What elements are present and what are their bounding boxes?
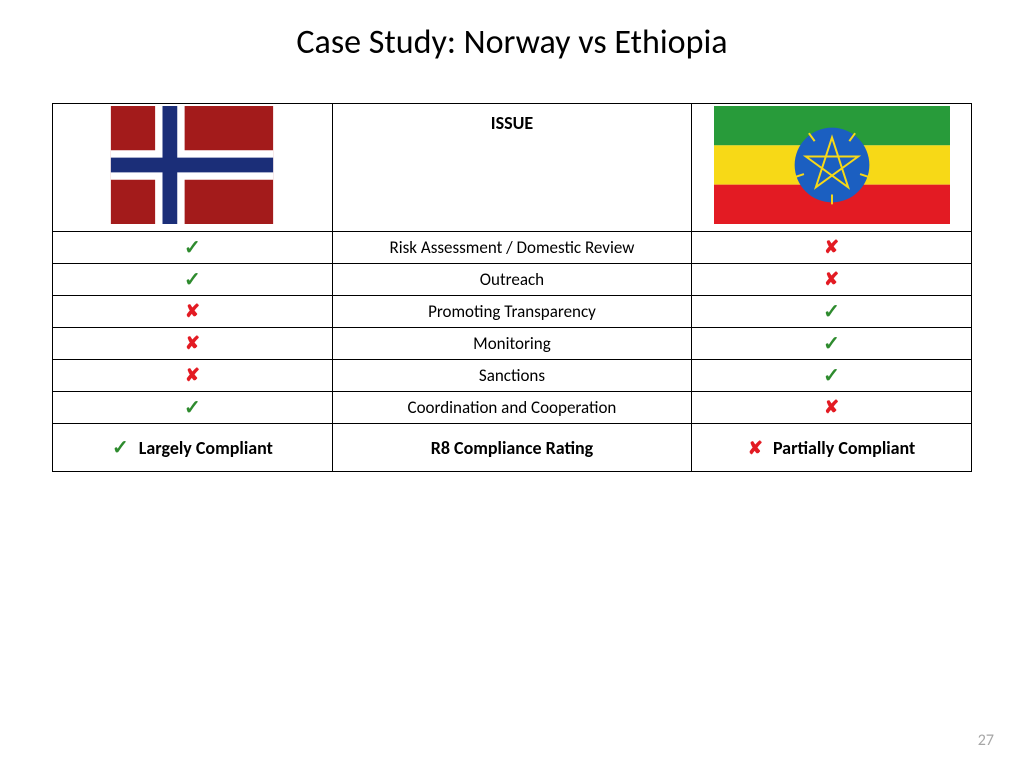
ethiopia-rating-cell: ✘ Partially Compliant <box>692 424 972 472</box>
issue-cell: Outreach <box>332 264 691 296</box>
ethiopia-mark-cell: ✓ <box>692 296 972 328</box>
table-row: ✓ Coordination and Cooperation ✘ <box>53 392 972 424</box>
ethiopia-mark-cell: ✘ <box>692 264 972 296</box>
norway-flag-cell <box>53 104 333 232</box>
ethiopia-mark-cell: ✘ <box>692 232 972 264</box>
table-row: ✘ Promoting Transparency ✓ <box>53 296 972 328</box>
table-row: ✓ Outreach ✘ <box>53 264 972 296</box>
ethiopia-mark-cell: ✓ <box>692 328 972 360</box>
norway-mark-cell: ✘ <box>53 328 333 360</box>
table-footer-row: ✓ Largely Compliant R8 Compliance Rating… <box>53 424 972 472</box>
cross-icon: ✘ <box>824 269 839 289</box>
table-row: ✘ Monitoring ✓ <box>53 328 972 360</box>
rating-label-cell: R8 Compliance Rating <box>332 424 691 472</box>
page-number: 27 <box>978 731 994 750</box>
cross-icon: ✘ <box>824 397 839 417</box>
page-title: Case Study: Norway vs Ethiopia <box>0 0 1024 73</box>
issue-cell: Sanctions <box>332 360 691 392</box>
ethiopia-mark-cell: ✓ <box>692 360 972 392</box>
norway-mark-cell: ✓ <box>53 264 333 296</box>
cross-icon: ✘ <box>185 301 200 321</box>
check-icon: ✓ <box>184 269 201 291</box>
comparison-table: ISSUE ✓ Risk Assessment / Domestic Review… <box>52 103 972 472</box>
issue-cell: Promoting Transparency <box>332 296 691 328</box>
norway-rating-label: Largely Compliant <box>139 437 273 459</box>
table-header-row: ISSUE <box>53 104 972 232</box>
cross-icon: ✘ <box>185 365 200 385</box>
issue-cell: Coordination and Cooperation <box>332 392 691 424</box>
norway-mark-cell: ✘ <box>53 296 333 328</box>
norway-flag-icon <box>82 106 302 224</box>
table-row: ✘ Sanctions ✓ <box>53 360 972 392</box>
ethiopia-flag-cell <box>692 104 972 232</box>
check-icon: ✓ <box>823 365 840 387</box>
table-row: ✓ Risk Assessment / Domestic Review ✘ <box>53 232 972 264</box>
check-icon: ✓ <box>823 333 840 355</box>
issue-cell: Risk Assessment / Domestic Review <box>332 232 691 264</box>
check-icon: ✓ <box>823 301 840 323</box>
norway-mark-cell: ✘ <box>53 360 333 392</box>
cross-icon: ✘ <box>185 333 200 353</box>
check-icon: ✓ <box>112 437 129 459</box>
check-icon: ✓ <box>184 237 201 259</box>
norway-mark-cell: ✓ <box>53 232 333 264</box>
check-icon: ✓ <box>184 397 201 419</box>
issue-header: ISSUE <box>332 104 691 232</box>
ethiopia-rating-label: Partially Compliant <box>773 437 915 459</box>
issue-cell: Monitoring <box>332 328 691 360</box>
cross-icon: ✘ <box>824 237 839 257</box>
cross-icon: ✘ <box>748 438 763 458</box>
ethiopia-flag-icon <box>712 106 952 224</box>
norway-rating-cell: ✓ Largely Compliant <box>53 424 333 472</box>
ethiopia-mark-cell: ✘ <box>692 392 972 424</box>
norway-mark-cell: ✓ <box>53 392 333 424</box>
